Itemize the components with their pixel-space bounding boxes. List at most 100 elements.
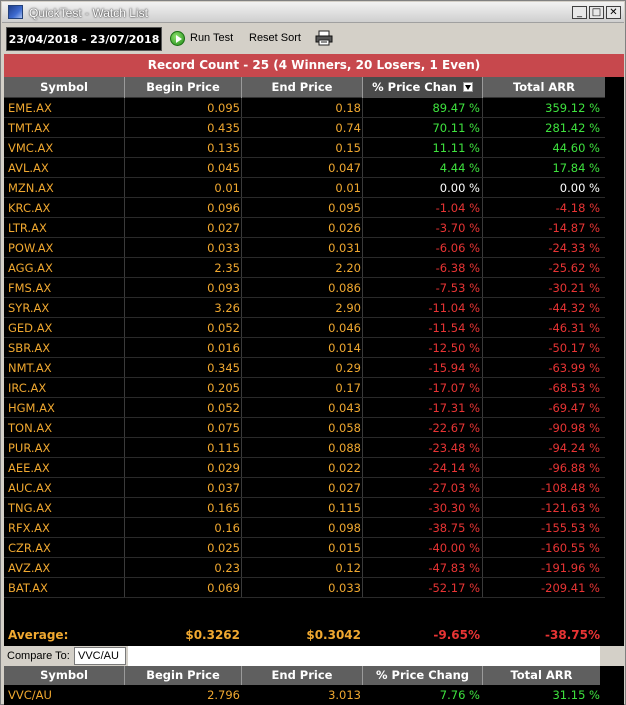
row-total-arr: -25.62 % [548, 261, 600, 275]
row-price-change: -6.06 % [435, 241, 480, 255]
row-symbol: RFX.AX [8, 521, 50, 535]
close-button[interactable]: ✕ [606, 6, 621, 19]
compare-header-total-arr[interactable]: Total ARR [510, 668, 573, 682]
column-divider [362, 98, 363, 598]
row-price-change: -52.17 % [428, 581, 480, 595]
row-total-arr: 17.84 % [552, 161, 600, 175]
row-begin-price: 0.435 [207, 121, 240, 135]
table-row[interactable]: PUR.AX 0.115 0.088 -23.48 % -94.24 % [4, 438, 605, 458]
column-divider [482, 98, 483, 598]
table-row[interactable]: GED.AX 0.052 0.046 -11.54 % -46.31 % [4, 318, 605, 338]
row-end-price: 0.098 [328, 521, 361, 535]
compare-total-arr: 31.15 % [552, 688, 600, 702]
table-row[interactable]: HGM.AX 0.052 0.043 -17.31 % -69.47 % [4, 398, 605, 418]
table-row[interactable]: TMT.AX 0.435 0.74 70.11 % 281.42 % [4, 118, 605, 138]
row-end-price: 0.031 [328, 241, 361, 255]
row-end-price: 2.90 [335, 301, 361, 315]
scrollbar[interactable] [605, 77, 624, 647]
row-end-price: 0.043 [328, 401, 361, 415]
table-row[interactable]: MZN.AX 0.01 0.01 0.00 % 0.00 % [4, 178, 605, 198]
column-header-symbol[interactable]: Symbol [4, 77, 125, 98]
row-price-change: -24.14 % [428, 461, 480, 475]
table-row[interactable]: AVZ.AX 0.23 0.12 -47.83 % -191.96 % [4, 558, 605, 578]
table-row[interactable]: AUC.AX 0.037 0.027 -27.03 % -108.48 % [4, 478, 605, 498]
table-row[interactable]: RFX.AX 0.16 0.098 -38.75 % -155.53 % [4, 518, 605, 538]
table-row[interactable]: CZR.AX 0.025 0.015 -40.00 % -160.55 % [4, 538, 605, 558]
row-price-change: 0.00 % [439, 181, 480, 195]
table-row[interactable]: VMC.AX 0.135 0.15 11.11 % 44.60 % [4, 138, 605, 158]
maximize-button[interactable]: □ [589, 6, 604, 19]
row-begin-price: 0.345 [207, 361, 240, 375]
table-header: Symbol Begin Price End Price % Price Cha… [4, 77, 605, 98]
table-row[interactable]: TON.AX 0.075 0.058 -22.67 % -90.98 % [4, 418, 605, 438]
row-begin-price: 0.096 [207, 201, 240, 215]
average-total-arr: -38.75% [545, 628, 600, 642]
table-row[interactable]: FMS.AX 0.093 0.086 -7.53 % -30.21 % [4, 278, 605, 298]
row-price-change: -27.03 % [428, 481, 480, 495]
table-row[interactable]: KRC.AX 0.096 0.095 -1.04 % -4.18 % [4, 198, 605, 218]
row-price-change: 4.44 % [439, 161, 480, 175]
row-symbol: GED.AX [8, 321, 53, 335]
row-end-price: 0.022 [328, 461, 361, 475]
row-total-arr: -30.21 % [548, 281, 600, 295]
play-icon[interactable] [170, 31, 185, 46]
row-total-arr: -69.47 % [548, 401, 600, 415]
row-begin-price: 0.027 [207, 221, 240, 235]
compare-header-end-price[interactable]: End Price [242, 666, 363, 685]
table-row[interactable]: SYR.AX 3.26 2.90 -11.04 % -44.32 % [4, 298, 605, 318]
row-total-arr: -121.63 % [541, 501, 600, 515]
row-end-price: 0.026 [328, 221, 361, 235]
row-price-change: -38.75 % [428, 521, 480, 535]
row-total-arr: -94.24 % [548, 441, 600, 455]
row-symbol: TON.AX [8, 421, 53, 435]
row-end-price: 0.18 [335, 101, 361, 115]
row-symbol: EME.AX [8, 101, 52, 115]
row-begin-price: 0.075 [207, 421, 240, 435]
table-row[interactable]: SBR.AX 0.016 0.014 -12.50 % -50.17 % [4, 338, 605, 358]
table-row[interactable]: TNG.AX 0.165 0.115 -30.30 % -121.63 % [4, 498, 605, 518]
row-total-arr: -209.41 % [541, 581, 600, 595]
table-row[interactable]: POW.AX 0.033 0.031 -6.06 % -24.33 % [4, 238, 605, 258]
table-row[interactable]: IRC.AX 0.205 0.17 -17.07 % -68.53 % [4, 378, 605, 398]
compare-header-begin-price[interactable]: Begin Price [125, 666, 242, 685]
table-row[interactable]: AGG.AX 2.35 2.20 -6.38 % -25.62 % [4, 258, 605, 278]
reset-sort-button[interactable]: Reset Sort [249, 32, 301, 44]
row-begin-price: 0.16 [214, 521, 240, 535]
row-symbol: KRC.AX [8, 201, 51, 215]
row-begin-price: 0.037 [207, 481, 240, 495]
table-row[interactable]: BAT.AX 0.069 0.033 -52.17 % -209.41 % [4, 578, 605, 598]
row-price-change: 11.11 % [432, 141, 480, 155]
column-header-price-change[interactable]: % Price Chan [363, 77, 483, 98]
compare-begin-price: 2.796 [207, 688, 240, 702]
row-end-price: 0.047 [328, 161, 361, 175]
row-begin-price: 3.26 [214, 301, 240, 315]
row-symbol: IRC.AX [8, 381, 47, 395]
compare-symbol-input[interactable]: VVC/AU [74, 647, 126, 665]
date-range-button[interactable]: 23/04/2018 - 23/07/2018 [6, 27, 162, 51]
row-end-price: 0.015 [328, 541, 361, 555]
table-row[interactable]: AVL.AX 0.045 0.047 4.44 % 17.84 % [4, 158, 605, 178]
row-total-arr: 0.00 % [559, 181, 600, 195]
column-header-total-arr[interactable]: Total ARR [512, 80, 576, 94]
column-header-begin-price[interactable]: Begin Price [125, 77, 242, 98]
row-price-change: -40.00 % [428, 541, 480, 555]
row-end-price: 0.088 [328, 441, 361, 455]
row-price-change: -7.53 % [435, 281, 480, 295]
table-row[interactable]: EME.AX 0.095 0.18 89.47 % 359.12 % [4, 98, 605, 118]
table-row[interactable]: AEE.AX 0.029 0.022 -24.14 % -96.88 % [4, 458, 605, 478]
table-row[interactable]: LTR.AX 0.027 0.026 -3.70 % -14.87 % [4, 218, 605, 238]
row-symbol: HGM.AX [8, 401, 55, 415]
column-header-end-price[interactable]: End Price [242, 77, 363, 98]
printer-icon[interactable] [315, 30, 333, 46]
compare-header-price-change[interactable]: % Price Chang [363, 666, 483, 685]
table-row[interactable]: NMT.AX 0.345 0.29 -15.94 % -63.99 % [4, 358, 605, 378]
toolbar: 23/04/2018 - 23/07/2018 Run Test Reset S… [2, 24, 624, 54]
minimize-button[interactable]: _ [572, 6, 587, 19]
run-test-button[interactable]: Run Test [190, 32, 234, 44]
compare-row[interactable]: VVC/AU 2.796 3.013 7.76 % 31.15 % [4, 685, 600, 705]
average-price-change: -9.65% [433, 628, 480, 642]
compare-header-symbol[interactable]: Symbol [4, 666, 125, 685]
title-bar[interactable]: QuickTest - Watch List _ □ ✕ [2, 2, 624, 23]
row-end-price: 0.15 [335, 141, 361, 155]
